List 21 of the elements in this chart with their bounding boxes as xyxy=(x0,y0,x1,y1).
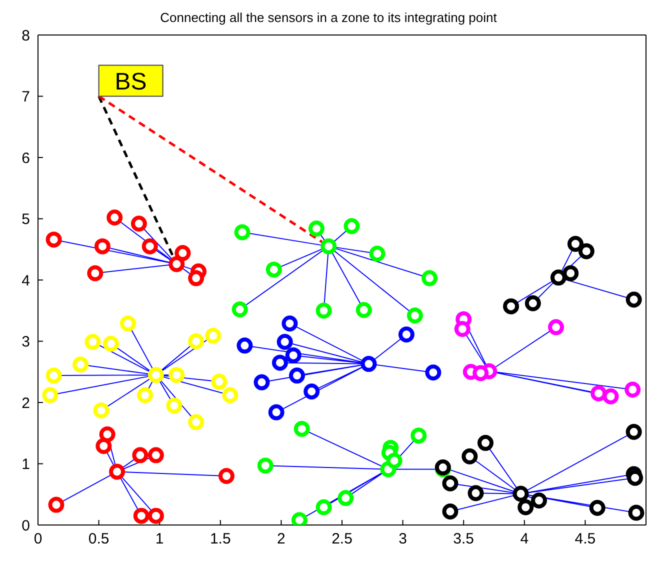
y-tick-label: 2 xyxy=(22,394,30,412)
x-tick-label: 0.5 xyxy=(88,530,110,548)
y-tick-label: 3 xyxy=(22,334,30,351)
y-tick-label: 4 xyxy=(22,272,30,290)
x-tick-label: 1 xyxy=(155,530,164,548)
x-tick-label: 2.5 xyxy=(332,530,352,548)
y-tick-label: 6 xyxy=(22,150,30,167)
x-tick-label: 4 xyxy=(520,530,529,548)
x-tick-label: 4.5 xyxy=(574,530,596,548)
x-tick-label: 3.5 xyxy=(453,530,474,548)
y-tick-label: 5 xyxy=(22,211,30,228)
y-tick-label: 1 xyxy=(22,456,30,474)
chart-title: Connecting all the sensors in a zone to its integrating point xyxy=(159,9,498,27)
y-tick-label: 8 xyxy=(22,27,30,44)
annotation: BS xyxy=(114,68,147,96)
x-tick-label: 2 xyxy=(277,530,286,548)
x-tick-label: 1.5 xyxy=(210,530,231,548)
y-tick-label: 7 xyxy=(22,88,30,106)
x-tick-label: 0 xyxy=(34,530,42,548)
y-tick-label: 0 xyxy=(22,517,30,534)
x-tick-label: 3 xyxy=(398,530,407,548)
